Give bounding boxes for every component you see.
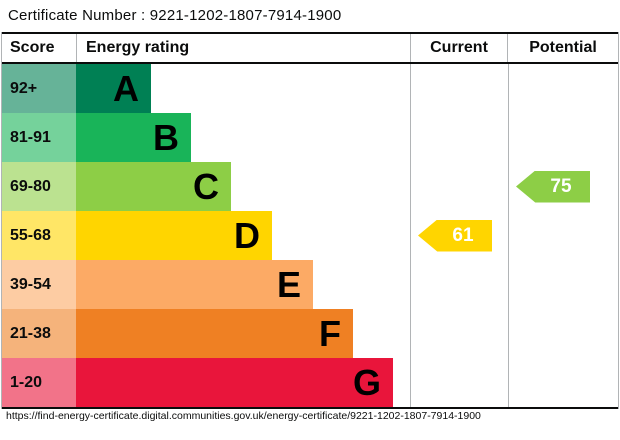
band-row: 1-20 G — [2, 358, 618, 407]
band-row: 55-68 D — [2, 211, 618, 260]
band-letter-bar: G — [76, 358, 393, 407]
table-header-row: Score Energy rating Current Potential — [2, 32, 618, 64]
band-score-range: 21-38 — [2, 309, 76, 358]
band-letter-bar: A — [76, 64, 151, 113]
header-energy-rating: Energy rating — [76, 34, 410, 62]
header-current: Current — [410, 34, 507, 62]
band-score-range: 69-80 — [2, 162, 76, 211]
band-score-range: 92+ — [2, 64, 76, 113]
header-potential: Potential — [507, 34, 618, 62]
band-score-range: 1-20 — [2, 358, 76, 407]
potential-rating-value: 75 — [550, 175, 572, 197]
band-letter-bar: D — [76, 211, 272, 260]
certificate-number: Certificate Number : 9221-1202-1807-7914… — [8, 7, 342, 24]
current-column-divider — [410, 64, 411, 407]
certificate-url: https://find-energy-certificate.digital.… — [6, 410, 481, 422]
energy-rating-table: Score Energy rating Current Potential 92… — [1, 32, 619, 409]
band-letter-bar: E — [76, 260, 313, 309]
band-row: 21-38 F — [2, 309, 618, 358]
band-letter-bar: B — [76, 113, 191, 162]
band-score-range: 39-54 — [2, 260, 76, 309]
band-letter-bar: F — [76, 309, 353, 358]
band-score-range: 55-68 — [2, 211, 76, 260]
band-row: 69-80 C — [2, 162, 618, 211]
band-row: 92+ A — [2, 64, 618, 113]
band-row: 39-54 E — [2, 260, 618, 309]
band-row: 81-91 B — [2, 113, 618, 162]
band-rows: 92+ A 81-91 B 69-80 C 55-68 D 39-54 E 21-38 F 1-20 G — [2, 64, 618, 407]
current-rating-value: 61 — [452, 224, 474, 246]
band-score-range: 81-91 — [2, 113, 76, 162]
header-score: Score — [10, 39, 55, 56]
band-letter-bar: C — [76, 162, 231, 211]
rating-chart-body: 92+ A 81-91 B 69-80 C 55-68 D 39-54 E 21-38 F 1-20 G … — [2, 64, 618, 409]
potential-column-divider — [508, 64, 509, 407]
